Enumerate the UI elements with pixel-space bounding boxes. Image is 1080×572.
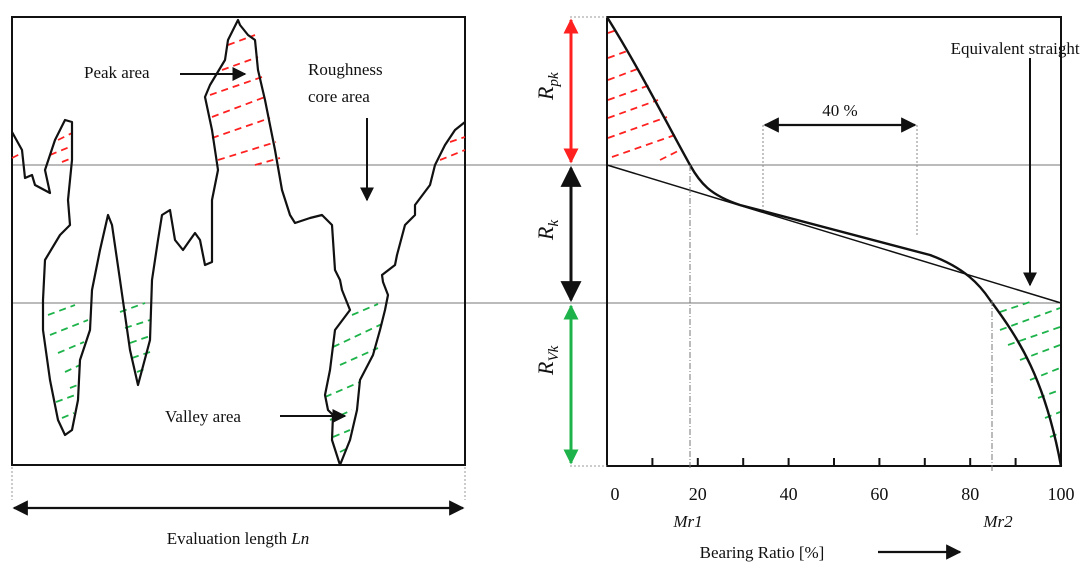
valley-hatching <box>47 302 383 453</box>
peak-area-label: Peak area <box>84 63 150 82</box>
x-axis-label: Bearing Ratio [%] <box>700 543 825 562</box>
equivalent-line-label: Equivalent straight line <box>951 39 1080 58</box>
x-axis-tick-labels: 0 20 40 60 80 100 <box>611 484 1075 504</box>
x-tick-label: 80 <box>961 484 979 504</box>
40pct-label: 40 % <box>822 101 857 120</box>
rk-label: Rk <box>533 220 562 241</box>
rvk-hatching <box>999 301 1061 438</box>
x-tick-label: 100 <box>1048 484 1075 504</box>
rpk-label: Rpk <box>533 72 562 101</box>
valley-area-label: Valley area <box>165 407 241 426</box>
surface-profile <box>11 18 466 467</box>
profile-box <box>11 16 466 466</box>
x-tick-label: 20 <box>689 484 707 504</box>
x-tick-label: 60 <box>870 484 888 504</box>
mr1-label: Mr1 <box>672 512 702 531</box>
evaluation-length-label: Evaluation length Ln <box>167 529 310 548</box>
x-tick-label: 0 <box>611 484 620 504</box>
peak-hatching <box>11 34 466 166</box>
roughness-core-label-2: core area <box>308 87 370 106</box>
x-tick-label: 40 <box>780 484 798 504</box>
bearing-chart-box <box>606 16 1062 467</box>
rvk-label: RVk <box>533 345 562 376</box>
rpk-hatching <box>607 29 681 161</box>
bearing-area-curve <box>605 16 1063 467</box>
x-axis-ticks <box>651 458 1017 466</box>
equivalent-straight-line <box>606 164 1062 304</box>
roughness-core-label-1: Roughness <box>308 60 383 79</box>
mr2-label: Mr2 <box>982 512 1013 531</box>
